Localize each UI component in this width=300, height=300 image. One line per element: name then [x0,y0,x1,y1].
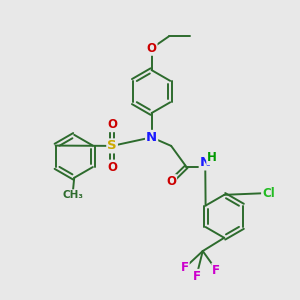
Text: O: O [107,160,117,174]
Text: Cl: Cl [262,187,275,200]
Text: N: N [146,131,157,144]
Text: O: O [147,42,157,55]
Text: F: F [181,261,189,274]
Text: O: O [166,175,176,188]
Text: H: H [207,152,217,164]
Text: F: F [212,263,220,277]
Text: N: N [200,156,211,170]
Text: CH₃: CH₃ [62,190,83,200]
Text: F: F [192,270,200,283]
Text: S: S [107,140,117,152]
Text: O: O [107,118,117,131]
